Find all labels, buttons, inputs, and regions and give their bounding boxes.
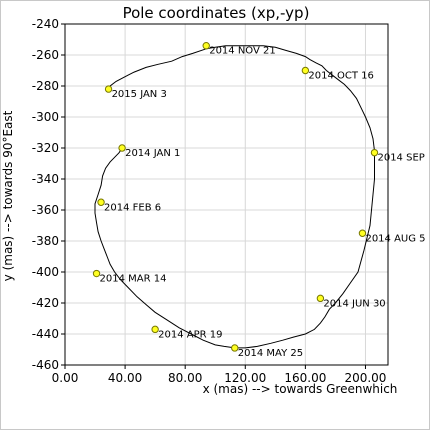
data-point-label: 2014 FEB 6 — [104, 202, 161, 213]
y-tick-label: -400 — [32, 265, 59, 279]
data-point — [370, 148, 379, 157]
data-point — [151, 325, 159, 334]
data-point-label: 2015 JAN 3 — [112, 89, 167, 100]
x-tick-label: 80.00 — [168, 371, 202, 385]
y-tick-label: -300 — [32, 110, 59, 124]
data-point — [231, 344, 239, 352]
y-tick-label: -260 — [32, 48, 59, 62]
y-tick-label: -380 — [32, 234, 59, 248]
y-tick-label: -460 — [32, 358, 59, 372]
y-tick-label: -280 — [32, 79, 59, 93]
data-point — [316, 294, 325, 303]
pole-path-line — [94, 45, 375, 349]
chart-title: Pole coordinates (xp,-yp) — [123, 4, 310, 22]
x-axis-label: x (mas) --> towards Greenwhich — [203, 382, 398, 396]
data-layer: 2014 JAN 1 2014 FEB 6 2014 MAR 14 2014 APR … — [92, 42, 426, 359]
data-point — [202, 42, 210, 50]
axes: 0.00 40.00 80.00 120.00 160.00 200.00 -460 -440… — [32, 17, 389, 385]
data-point-label: 2014 OCT 16 — [308, 71, 374, 82]
x-tick-label: 0.00 — [52, 371, 79, 385]
x-tick-label: 120.00 — [224, 371, 266, 385]
data-point-label: 2014 JAN 1 — [125, 148, 180, 159]
data-point-label: 2014 APR 19 — [158, 329, 222, 340]
y-tick-label: -340 — [32, 172, 59, 186]
y-tick-label: -320 — [32, 141, 59, 155]
plot-area-border — [64, 23, 389, 366]
y-tick-label: -440 — [32, 327, 59, 341]
y-tick-label: -420 — [32, 296, 59, 310]
data-point — [104, 85, 113, 93]
data-point — [118, 144, 126, 152]
data-point — [358, 229, 367, 237]
data-point-label: 2014 JUN 30 — [323, 298, 385, 309]
x-tick-label: 160.00 — [284, 371, 326, 385]
y-axis-label: y (mas) --> towards 90°East — [1, 110, 15, 281]
data-point — [301, 66, 310, 75]
data-point-label: 2014 SEP — [377, 153, 424, 164]
x-tick-label: 40.00 — [108, 371, 142, 385]
data-point-label: 2014 AUG 5 — [365, 233, 425, 244]
data-point — [97, 198, 105, 206]
data-point-label: 2014 MAR 14 — [100, 274, 167, 285]
x-tick-label: 200.00 — [344, 371, 386, 385]
y-tick-label: -360 — [32, 203, 59, 217]
data-point-label: 2014 MAY 25 — [238, 348, 303, 359]
data-point-label: 2014 NOV 21 — [209, 46, 276, 57]
data-point — [92, 269, 101, 278]
y-tick-label: -240 — [32, 17, 59, 31]
